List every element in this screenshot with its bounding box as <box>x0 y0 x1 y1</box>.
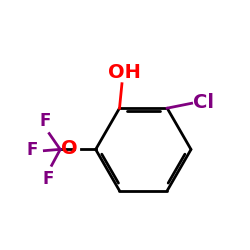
Text: O: O <box>61 140 77 158</box>
Text: F: F <box>26 142 38 160</box>
Text: Cl: Cl <box>193 92 214 112</box>
Text: F: F <box>42 170 54 188</box>
Text: OH: OH <box>108 64 141 82</box>
Text: F: F <box>40 112 51 130</box>
